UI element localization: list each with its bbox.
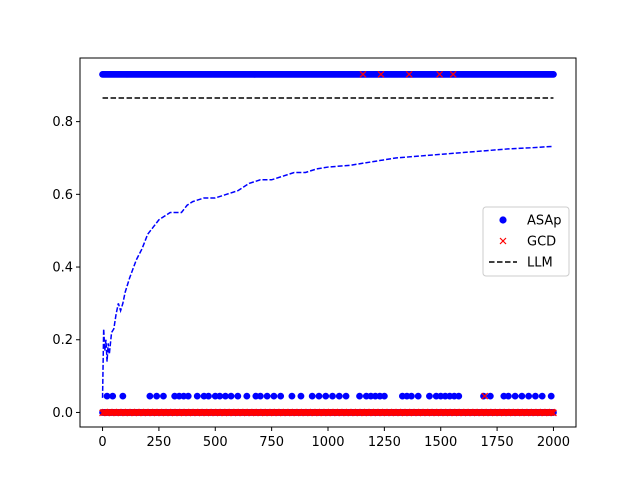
gcd-mark-stroke: [436, 70, 444, 78]
y-tick-label: 0.2: [52, 333, 73, 348]
legend-marker-asap: [499, 216, 507, 224]
asap-point: [550, 70, 557, 78]
asap-point: [222, 392, 229, 400]
asap-point: [184, 392, 192, 400]
asap-point: [315, 392, 323, 400]
asap-point: [504, 392, 512, 400]
asap-point: [288, 392, 296, 400]
plot-area: [99, 70, 557, 417]
asap-point: [153, 392, 161, 400]
asap-point: [263, 392, 271, 400]
y-tick-label: 0.6: [52, 188, 73, 203]
gcd-mark-stroke: [499, 237, 507, 245]
x-axis: 0 250 500 750 1000 1250 1500 1750 2000: [98, 427, 570, 450]
asap-point: [356, 392, 363, 400]
asap-point: [335, 392, 343, 400]
x-tick-label: 750: [259, 435, 284, 450]
gcd-mark-stroke: [377, 70, 385, 78]
asap-point: [193, 392, 201, 400]
asap-point: [308, 392, 316, 400]
gcd-mark-stroke: [405, 70, 413, 78]
asap-point: [119, 392, 127, 400]
asap-point: [342, 392, 350, 400]
asap-point: [227, 392, 235, 400]
asap-point: [160, 392, 167, 400]
asap-point: [109, 392, 117, 400]
asap-point: [525, 392, 533, 400]
asap-point: [297, 392, 305, 400]
asap-point: [518, 392, 526, 400]
y-axis: 0.0 0.2 0.4 0.6 0.8: [52, 115, 80, 421]
asap-point: [532, 392, 539, 400]
y-tick-label: 0.0: [52, 406, 73, 421]
gcd-point: [436, 70, 444, 78]
asap-point: [234, 392, 242, 400]
x-tick-label: 1250: [368, 435, 401, 450]
gcd-mark-stroke: [481, 392, 489, 400]
x-tick-label: 500: [203, 435, 228, 450]
legend-box: [482, 206, 570, 277]
asap-point: [480, 392, 487, 400]
gcd-mark-stroke: [550, 409, 557, 417]
asap-point: [277, 392, 285, 400]
x-tick-label: 1000: [311, 435, 344, 450]
x-tick-label: 1500: [424, 435, 457, 450]
asap-point: [426, 392, 433, 400]
gcd-point: [359, 70, 367, 78]
x-tick-label: 2000: [537, 435, 570, 450]
asap-point: [329, 392, 336, 400]
asap-point: [408, 392, 415, 400]
asap-point: [243, 392, 251, 400]
y-tick-label: 0.8: [52, 115, 73, 130]
asap-point: [146, 392, 154, 400]
legend: ASAp GCD LLM: [482, 206, 570, 277]
asap-point: [455, 392, 463, 400]
asap-point: [538, 392, 546, 400]
legend-label: LLM: [527, 256, 553, 271]
x-tick-label: 1750: [481, 435, 514, 450]
gcd-point: [405, 70, 413, 78]
gcd-point: [550, 409, 557, 417]
gcd-point: [449, 70, 457, 78]
asap-point: [205, 392, 212, 400]
asap-point: [414, 392, 422, 400]
asap-point: [216, 392, 224, 400]
gcd-mark-stroke: [449, 70, 457, 78]
gcd-mark-stroke: [359, 70, 367, 78]
asap-point: [486, 392, 494, 400]
asap-point: [322, 392, 330, 400]
asap-point: [380, 392, 388, 400]
asap-point: [256, 392, 264, 400]
x-tick-label: 250: [146, 435, 171, 450]
legend-marker-gcd: [499, 237, 507, 245]
asap-point: [103, 392, 111, 400]
legend-label: GCD: [527, 235, 556, 250]
x-tick-label: 0: [98, 435, 106, 450]
gcd-point: [481, 392, 489, 400]
gcd-point: [377, 70, 385, 78]
legend-label: ASAp: [527, 214, 562, 229]
asap-point: [511, 392, 519, 400]
asap-point: [547, 392, 555, 400]
asap-point: [270, 392, 278, 400]
blue-dashed-curve: [101, 145, 554, 398]
y-tick-label: 0.4: [52, 261, 73, 276]
